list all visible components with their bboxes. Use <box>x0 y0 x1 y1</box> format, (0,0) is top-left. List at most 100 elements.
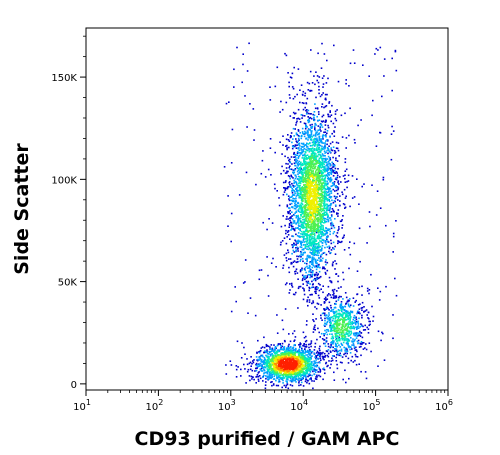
data-point <box>331 327 334 329</box>
data-point <box>303 336 306 339</box>
data-point <box>306 357 309 360</box>
data-point <box>303 167 305 169</box>
data-point <box>296 261 298 264</box>
data-point <box>329 211 331 213</box>
data-point <box>330 192 333 194</box>
data-point <box>353 347 356 349</box>
data-point <box>315 231 318 234</box>
data-point <box>303 345 305 347</box>
data-point <box>315 277 318 280</box>
data-point <box>303 215 305 218</box>
data-point <box>340 241 342 244</box>
data-point <box>332 209 335 212</box>
data-point <box>269 353 272 356</box>
data-point <box>346 315 348 317</box>
data-point <box>316 119 319 122</box>
data-point <box>291 211 293 213</box>
data-point <box>304 340 307 343</box>
data-point <box>338 315 341 317</box>
data-point <box>293 179 295 182</box>
data-point <box>352 316 355 319</box>
data-point <box>275 358 277 360</box>
data-point <box>318 212 321 215</box>
data-point <box>326 139 328 141</box>
data-point <box>309 227 311 229</box>
data-point <box>318 366 320 369</box>
data-point <box>330 170 333 172</box>
data-point <box>331 325 334 328</box>
data-point <box>340 335 343 337</box>
data-point <box>269 355 272 357</box>
data-point <box>320 169 322 172</box>
data-point <box>344 316 347 318</box>
data-point <box>302 372 305 374</box>
data-point <box>306 233 308 235</box>
data-point <box>336 329 338 331</box>
data-point <box>314 368 316 371</box>
data-point <box>333 292 335 295</box>
data-point <box>308 118 310 121</box>
data-point <box>313 240 315 243</box>
data-point <box>332 337 335 339</box>
data-point <box>306 154 309 156</box>
data-point <box>299 121 302 123</box>
data-point <box>320 288 322 290</box>
data-point <box>300 211 303 214</box>
data-point <box>311 166 313 168</box>
data-point <box>305 219 307 221</box>
data-point <box>307 169 309 171</box>
data-point <box>336 319 339 321</box>
data-point <box>329 163 331 165</box>
data-point <box>363 310 365 313</box>
data-point <box>318 144 320 147</box>
data-point <box>329 197 332 199</box>
data-point <box>354 349 357 351</box>
data-point <box>300 180 302 182</box>
data-point <box>319 123 322 126</box>
data-point <box>339 338 341 340</box>
data-point <box>291 215 293 217</box>
data-point <box>323 106 325 109</box>
data-point <box>328 319 331 321</box>
data-point <box>347 342 349 345</box>
data-point <box>337 327 339 329</box>
data-point <box>296 234 299 237</box>
data-point <box>301 127 304 130</box>
data-point <box>302 239 305 242</box>
data-point <box>266 351 268 354</box>
data-point <box>268 361 270 364</box>
data-point <box>334 245 336 248</box>
data-point <box>359 335 362 337</box>
data-point <box>321 174 323 176</box>
data-point <box>284 224 286 227</box>
data-point <box>353 326 356 328</box>
data-point <box>333 131 336 133</box>
data-point <box>319 166 321 169</box>
data-point <box>309 229 312 231</box>
data-point <box>335 157 337 159</box>
data-point <box>326 218 329 221</box>
data-point <box>307 128 310 131</box>
data-point <box>289 115 292 117</box>
data-point <box>269 374 271 377</box>
data-point <box>360 323 362 325</box>
data-point <box>324 319 326 322</box>
data-point <box>337 322 339 325</box>
data-point <box>320 231 323 234</box>
data-point <box>328 145 330 147</box>
data-point <box>319 361 321 364</box>
data-point <box>305 177 308 180</box>
data-point <box>361 301 364 304</box>
data-point <box>318 137 321 139</box>
data-point <box>306 134 309 136</box>
data-point <box>309 255 311 257</box>
data-point <box>328 149 330 151</box>
data-point <box>329 346 332 349</box>
data-point <box>310 133 313 136</box>
data-point <box>305 146 308 148</box>
data-point <box>319 192 321 195</box>
data-point <box>329 167 331 170</box>
data-point <box>350 327 353 330</box>
data-point <box>334 197 337 200</box>
data-point <box>367 332 370 334</box>
